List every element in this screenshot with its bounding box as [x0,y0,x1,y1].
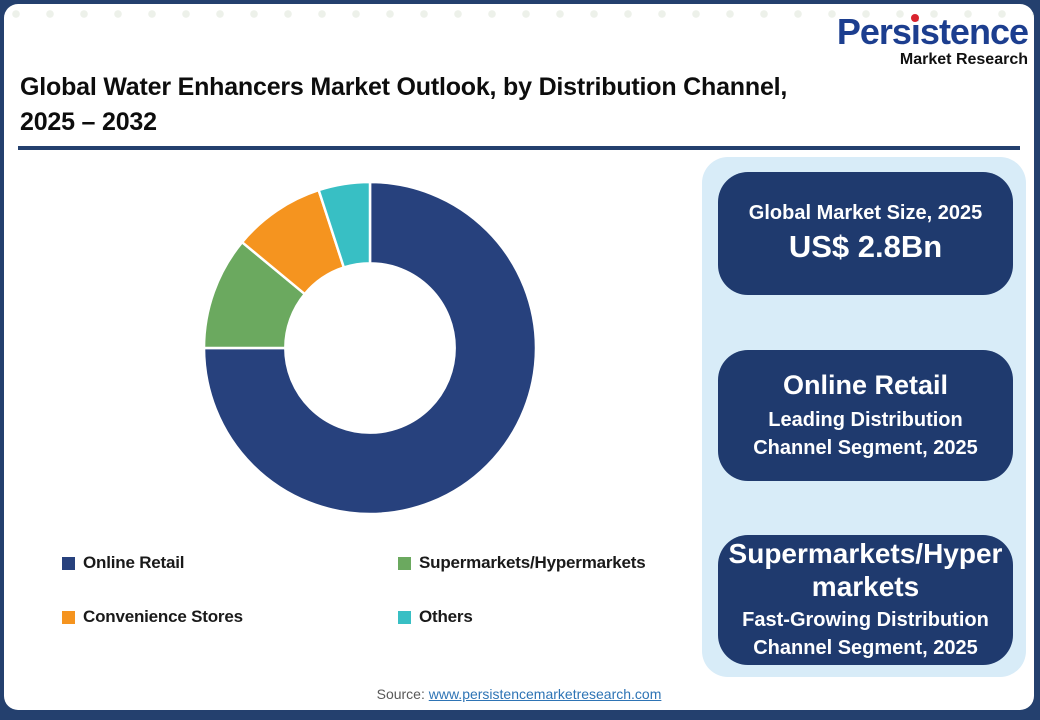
legend-label: Others [419,607,473,626]
legend-item-supermarkets-hypermarkets: Supermarkets/Hypermarkets [398,552,702,574]
market-size-card: Global Market Size, 2025 US$ 2.8Bn [718,172,1013,295]
source-link[interactable]: www.persistencemarketresearch.com [428,686,662,702]
logo-text-part: stence [919,11,1029,52]
legend-item-convenience-stores: Convenience Stores [62,606,398,628]
legend-swatch-icon [398,556,411,570]
donut-slice-others [317,180,372,270]
legend-swatch-icon [62,610,75,624]
donut-chart [202,180,538,516]
leading-segment-title: Online Retail [782,370,949,401]
legend-label: Convenience Stores [83,607,243,626]
fast-growing-segment-card: Supermarkets/Hypermarkets Fast-Growing D… [718,535,1013,665]
market-size-label: Global Market Size, 2025 [748,202,983,225]
chart-legend: Online Retail Supermarkets/Hypermarkets Co… [62,552,702,628]
legend-label: Supermarkets/Hypermarkets [419,553,646,572]
legend-item-online-retail: Online Retail [62,552,398,574]
logo-red-dot-i: i [910,11,921,52]
logo-subtitle: Market Research [899,51,1028,68]
title-underline [18,146,1020,150]
slide-background: Persistence Market Research Global Water… [4,4,1034,710]
page-title: Global Water Enhancers Market Outlook, b… [20,70,920,140]
source-row: Source: www.persistencemarketresearch.co… [4,686,1034,702]
source-label: Source: [376,686,425,702]
legend-item-others: Others [398,606,702,628]
donut-slice-online-retail [202,180,538,516]
title-line-2: 2025 – 2032 [20,108,157,136]
leading-segment-subtitle: Leading Distribution Channel Segment, 20… [753,408,978,459]
market-size-value: US$ 2.8Bn [788,229,943,265]
watermark-pattern-strip [4,7,1034,20]
fast-growing-segment-subtitle: Fast-Growing Distribution Channel Segmen… [742,608,989,659]
leading-segment-card: Online Retail Leading Distribution Chann… [718,350,1013,481]
title-line-1: Global Water Enhancers Market Outlook, b… [20,73,788,101]
legend-swatch-icon [398,610,411,624]
highlights-sidebar: Global Market Size, 2025 US$ 2.8Bn Onlin… [702,157,1026,677]
fast-growing-segment-title: Supermarkets/Hypermarkets [728,538,1003,602]
legend-swatch-icon [62,556,75,570]
persistence-market-research-logo: Persistence Market Research [836,11,1029,68]
legend-label: Online Retail [83,553,185,572]
logo-wordmark: Persistence [836,11,1029,52]
logo-text-part: Pers [836,11,912,52]
